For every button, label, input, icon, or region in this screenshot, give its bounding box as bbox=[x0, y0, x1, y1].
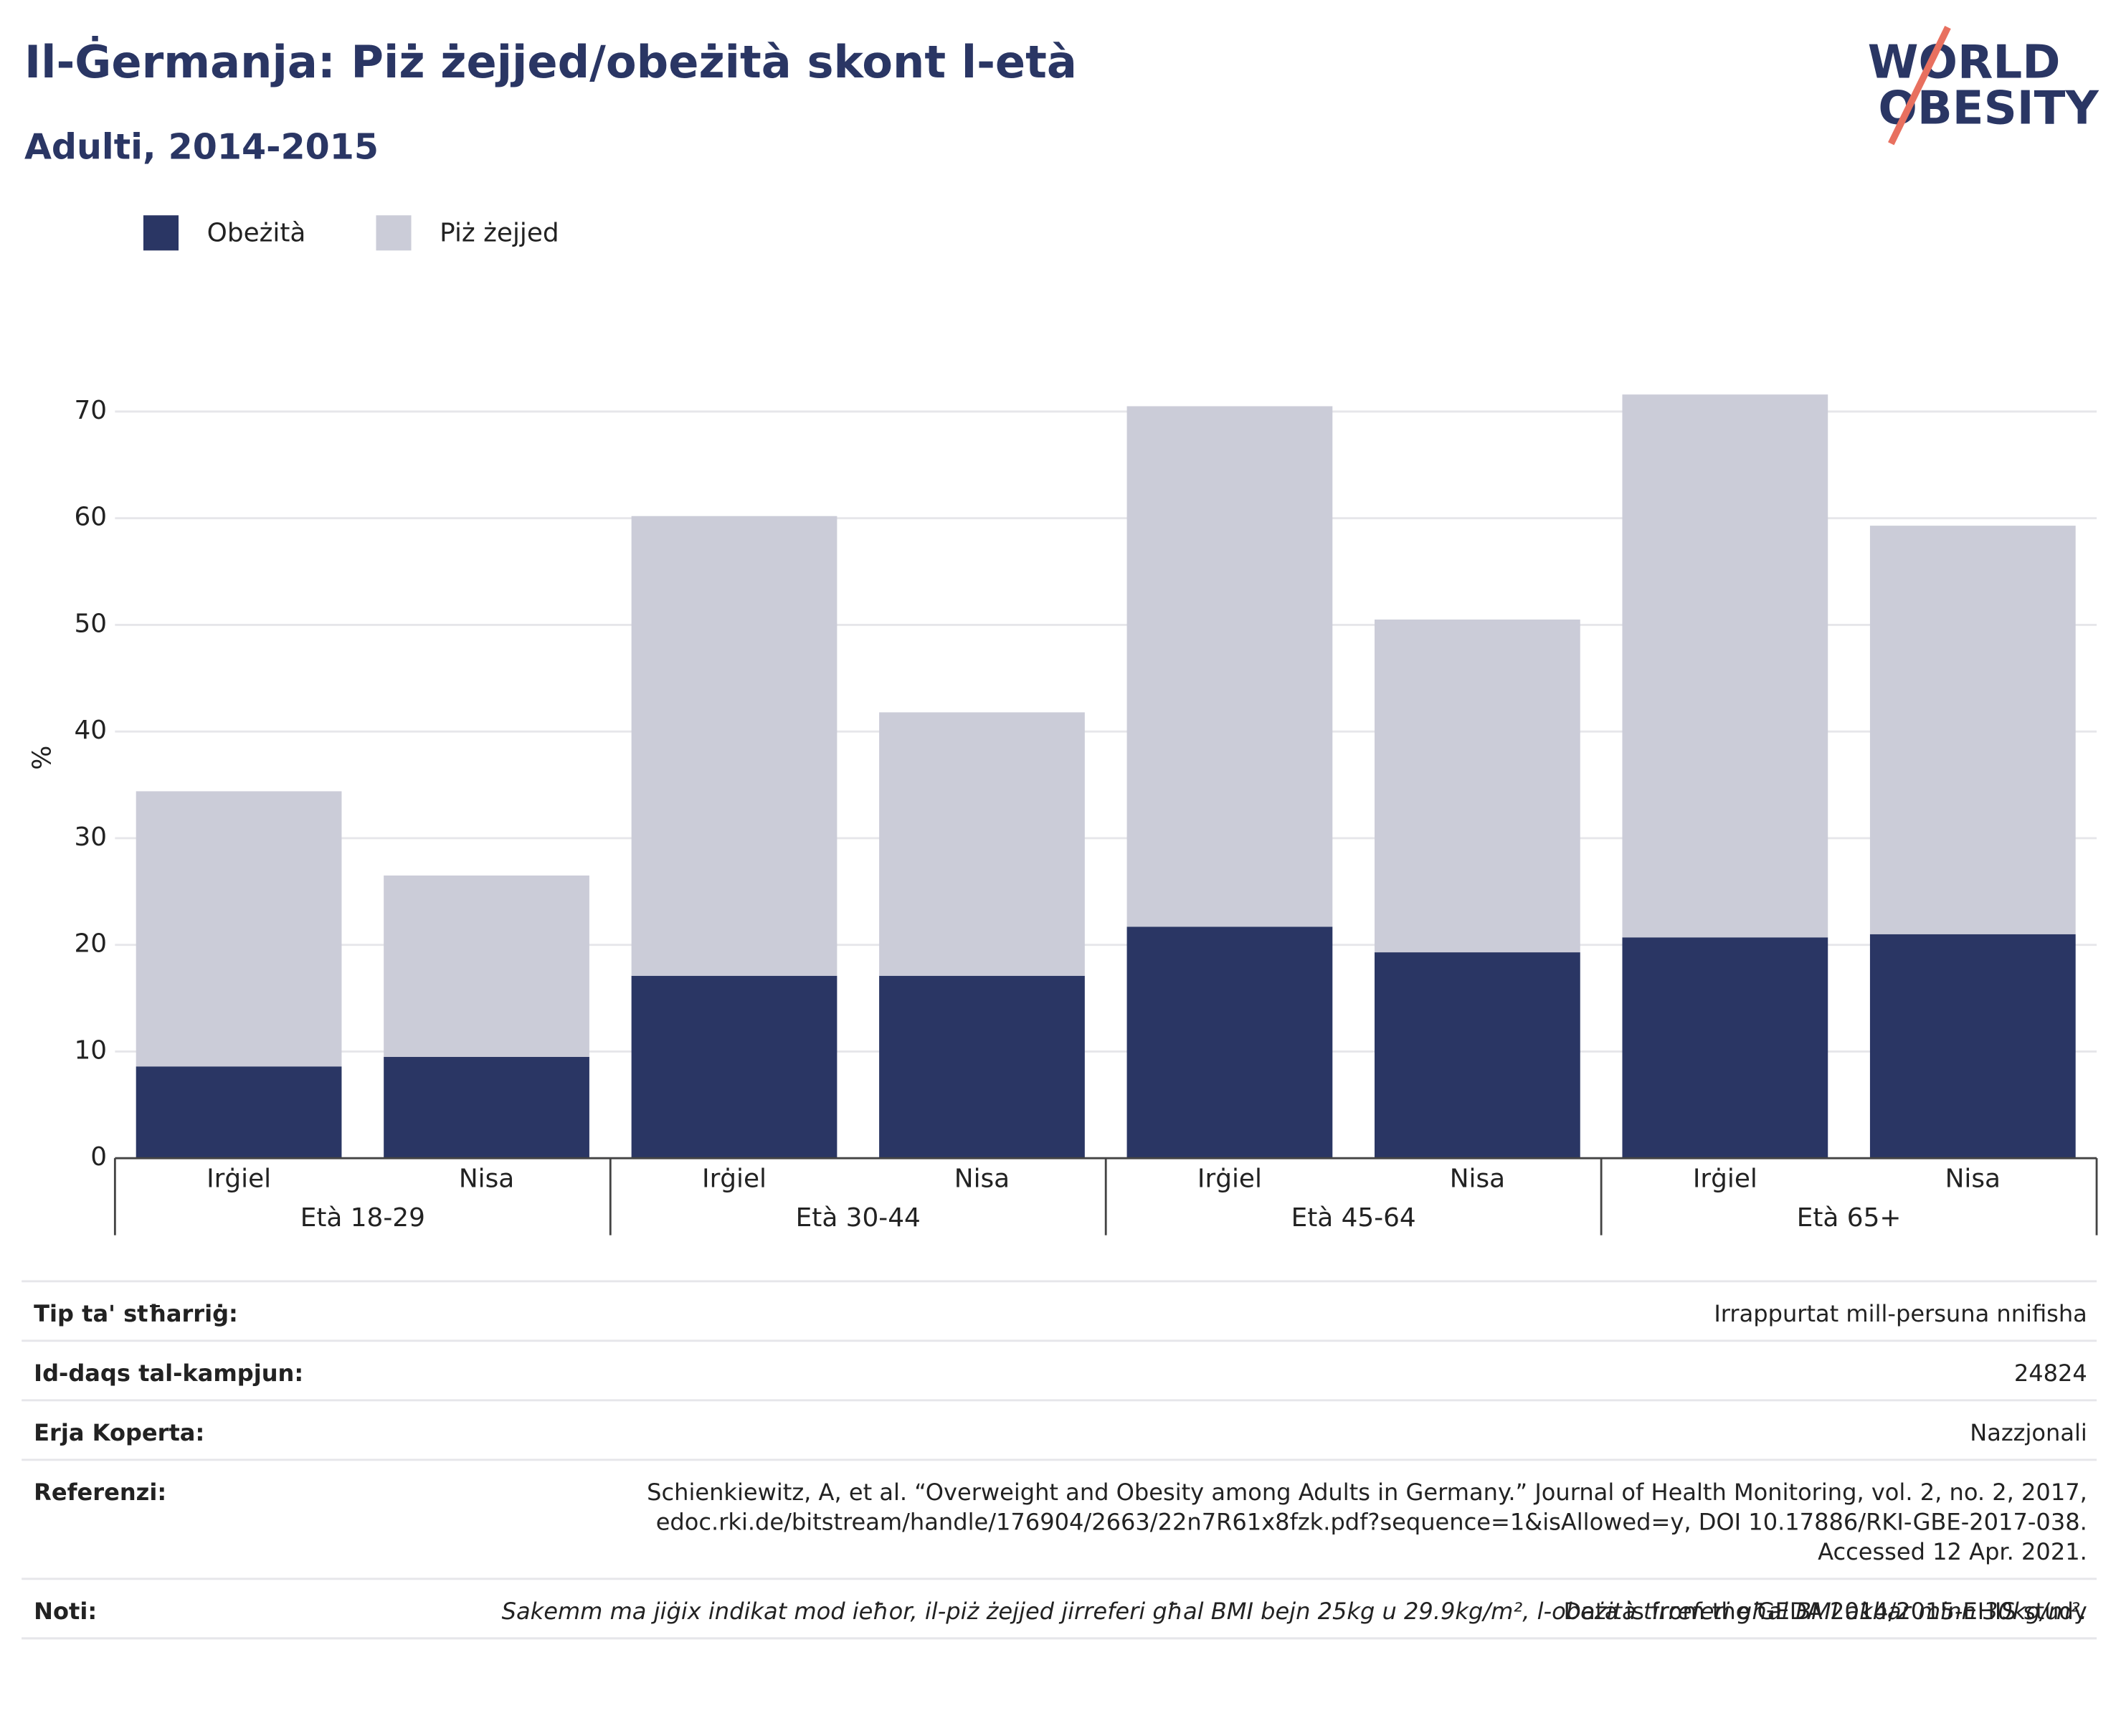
y-tick-label: 40 bbox=[74, 716, 107, 745]
chart-subtitle: Adulti, 2014-2015 bbox=[24, 125, 379, 167]
y-axis-label: % bbox=[27, 746, 57, 770]
y-tick-label: 50 bbox=[74, 609, 107, 638]
bar-segment bbox=[1375, 952, 1580, 1159]
legend-label: Piż żejjed bbox=[440, 219, 559, 248]
table-label: Id-daqs tal-kampjun: bbox=[34, 1360, 303, 1387]
bar-segment bbox=[1126, 926, 1333, 1159]
y-tick-label: 60 bbox=[74, 503, 107, 532]
bar-segment bbox=[384, 1056, 589, 1159]
table-value: Accessed 12 Apr. 2021. bbox=[1818, 1538, 2087, 1565]
y-tick-label: 0 bbox=[90, 1142, 107, 1172]
table-label: Referenzi: bbox=[34, 1479, 166, 1506]
y-tick-label: 70 bbox=[74, 396, 107, 425]
bar-segment bbox=[1126, 406, 1333, 927]
legend-swatch bbox=[143, 215, 179, 251]
table-label: Noti: bbox=[34, 1598, 97, 1625]
bar-segment bbox=[1622, 394, 1828, 938]
y-tick-label: 30 bbox=[74, 822, 107, 852]
table-value: Schienkiewitz, A, et al. “Overweight and… bbox=[647, 1479, 2087, 1506]
legend-swatch bbox=[376, 215, 412, 251]
table-label: Tip ta' stħarriġ: bbox=[34, 1300, 238, 1327]
table-value: Data is from the GEDA 2014/2015-EHIS stu… bbox=[1563, 1598, 2087, 1625]
bar-segment bbox=[631, 516, 838, 976]
table-value: Nazzjonali bbox=[1970, 1419, 2087, 1446]
bar-segment bbox=[1869, 934, 2076, 1159]
table-value: Irrappurtat mill-persuna nnifisha bbox=[1714, 1300, 2087, 1327]
bar-segment bbox=[879, 712, 1085, 976]
chart-title: Il-Ġermanja: Piż żejjed/obeżità skont l-… bbox=[24, 36, 1077, 88]
bar-segment bbox=[136, 1066, 342, 1159]
x-tick-label: Irġiel bbox=[702, 1164, 767, 1193]
x-tick-label: Irġiel bbox=[1693, 1164, 1757, 1193]
bar-segment bbox=[384, 875, 589, 1057]
group-label: Età 65+ bbox=[1797, 1203, 1902, 1233]
y-tick-label: 20 bbox=[74, 929, 107, 959]
logo-line1: WORLD bbox=[1868, 35, 2061, 89]
group-label: Età 30-44 bbox=[796, 1203, 921, 1233]
bar-segment bbox=[1869, 526, 2076, 934]
bar-segment bbox=[136, 791, 342, 1067]
y-tick-label: 10 bbox=[74, 1035, 107, 1065]
table-label: Erja Koperta: bbox=[34, 1419, 204, 1446]
bar-segment bbox=[1622, 937, 1828, 1159]
group-label: Età 45-64 bbox=[1291, 1203, 1416, 1233]
bar-segment bbox=[1375, 620, 1580, 953]
x-tick-label: Nisa bbox=[459, 1164, 514, 1193]
legend-label: Obeżità bbox=[207, 219, 306, 248]
x-tick-label: Nisa bbox=[954, 1164, 1010, 1193]
table-footnote: Sakemm ma jiġix indikat mod ieħor, il-pi… bbox=[502, 1598, 2087, 1625]
x-tick-label: Irġiel bbox=[207, 1164, 271, 1193]
table-value: 24824 bbox=[2014, 1360, 2087, 1387]
bar-segment bbox=[631, 975, 838, 1159]
table-value: edoc.rki.de/bitstream/handle/176904/2663… bbox=[656, 1508, 2087, 1535]
x-tick-label: Nisa bbox=[1450, 1164, 1505, 1193]
group-label: Età 18-29 bbox=[300, 1203, 425, 1233]
bar-segment bbox=[879, 975, 1085, 1159]
x-tick-label: Irġiel bbox=[1197, 1164, 1262, 1193]
x-tick-label: Nisa bbox=[1945, 1164, 2001, 1193]
logo-slash bbox=[1888, 25, 1951, 146]
